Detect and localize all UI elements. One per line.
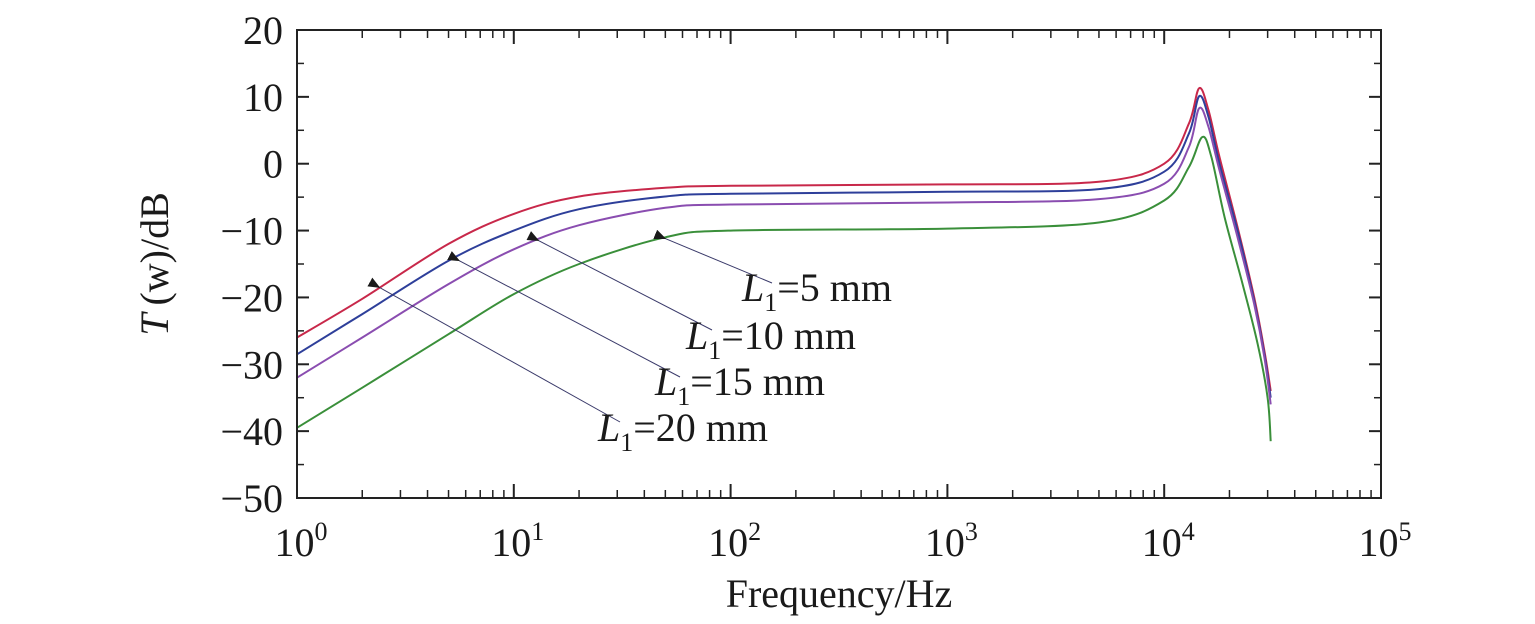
- x-tick-label: 104: [1142, 517, 1195, 565]
- y-tick-label: 20: [243, 8, 283, 53]
- series-line-3: [296, 106, 1272, 405]
- x-tick-label: 100: [275, 517, 328, 565]
- y-tick-label: −20: [220, 275, 283, 320]
- y-axis-label-main: T: [132, 311, 177, 336]
- annotation-label-2: L1=10 mm: [685, 313, 856, 365]
- annotation-leader-2: [526, 231, 713, 331]
- annotation-label-4: L1=20 mm: [597, 405, 768, 457]
- y-axis-label-var: (w): [132, 250, 177, 306]
- y-axis-label-unit: /dB: [132, 192, 177, 250]
- x-tick-label: 102: [708, 517, 761, 565]
- series-layer: [296, 87, 1272, 442]
- y-tick-label: −50: [220, 476, 283, 521]
- y-tick-label: 0: [263, 142, 283, 187]
- y-tick-label: −10: [220, 209, 283, 254]
- annotation-label-3: L1=15 mm: [654, 359, 825, 411]
- annotation-leader-4: [367, 277, 621, 423]
- x-tick-label: 105: [1359, 517, 1412, 565]
- x-axis-label: Frequency/Hz: [726, 571, 953, 616]
- plot-frame: [296, 29, 1382, 499]
- annotation-leader-3: [447, 251, 681, 378]
- series-line-4: [296, 135, 1272, 442]
- y-tick-label: 10: [243, 75, 283, 120]
- x-tick-label: 101: [491, 517, 544, 565]
- annotation-leader-1: [653, 229, 773, 284]
- x-tick-label: 103: [925, 517, 978, 565]
- tick-layer: [296, 29, 1381, 499]
- series-line-2: [296, 94, 1272, 398]
- y-axis-label: T (w)/dB: [132, 192, 177, 336]
- y-tick-label: −40: [220, 409, 283, 454]
- annotation-label-1: L1=5 mm: [741, 265, 892, 317]
- y-tick-label: −30: [220, 342, 283, 387]
